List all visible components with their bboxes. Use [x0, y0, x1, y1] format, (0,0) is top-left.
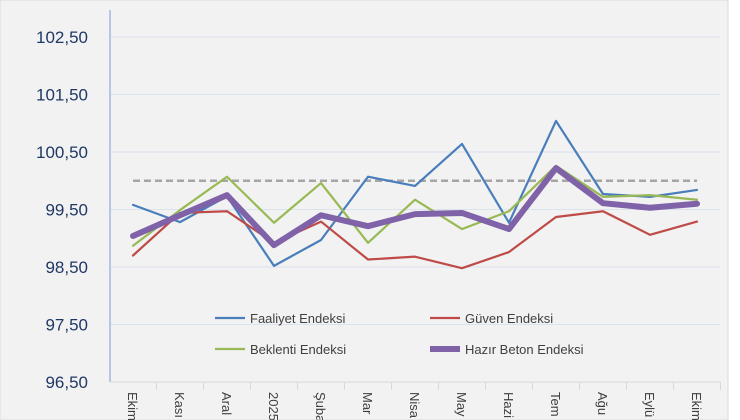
x-tick-label: Aral [219, 392, 234, 415]
legend-label: Güven Endeksi [465, 311, 553, 326]
series-line-3 [130, 165, 700, 249]
x-tick-label: Nisa [407, 392, 422, 419]
y-tick-label: 101,50 [36, 86, 88, 105]
y-tick-label: 98,50 [45, 258, 88, 277]
x-tick-label: Şuba [313, 392, 328, 420]
legend-label: Faaliyet Endeksi [250, 311, 345, 326]
y-tick-label: 99,50 [45, 201, 88, 220]
y-tick-label: 100,50 [36, 143, 88, 162]
x-tick-label: Kası [172, 392, 187, 418]
y-tick-label: 96,50 [45, 373, 88, 392]
x-tick-label: Mar [360, 392, 375, 415]
x-tick-label: Hazi [501, 392, 516, 418]
legend-label: Beklenti Endeksi [250, 342, 346, 357]
x-tick-label: 2025 [266, 392, 281, 420]
legend-label: Hazır Beton Endeksi [465, 342, 584, 357]
series-line-1 [131, 210, 699, 270]
x-tick-label: May [454, 392, 469, 417]
x-tick-label: Ekim [125, 392, 140, 420]
y-tick-label: 102,50 [36, 28, 88, 47]
y-tick-label: 97,50 [45, 316, 88, 335]
series-line-2 [131, 164, 699, 247]
x-tick-label: Ağu [595, 392, 610, 415]
x-tick-label: Eylü [642, 392, 657, 417]
x-tick-label: Tem [548, 392, 563, 417]
x-tick-label: Ekim [689, 392, 704, 420]
